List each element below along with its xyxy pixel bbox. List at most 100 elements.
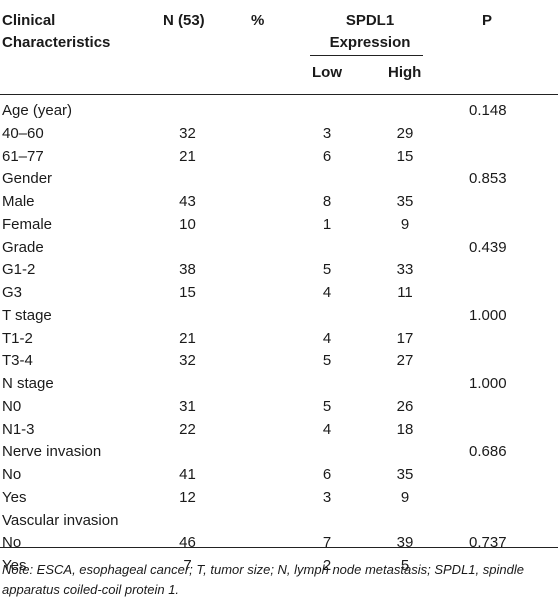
row-p-value: 1.000: [469, 375, 507, 392]
table-row: N0 31 5 26: [0, 396, 558, 419]
row-characteristic: No: [2, 534, 22, 552]
row-high: 11: [397, 284, 413, 301]
table-row: G3 15 4 11: [0, 282, 558, 305]
row-low: 4: [322, 329, 332, 347]
table-row: Nerve invasion 0.686: [0, 441, 558, 464]
table-row: Male 43 8 35: [0, 191, 558, 214]
row-p-value: 0.737: [469, 534, 507, 552]
row-low: 4: [322, 284, 332, 301]
row-characteristic: Grade: [2, 238, 44, 256]
row-low: 4: [322, 420, 332, 438]
row-n: 32: [179, 124, 196, 142]
row-characteristic: T stage: [2, 306, 52, 324]
row-p-value: 0.439: [469, 238, 507, 256]
row-n: 21: [179, 329, 196, 347]
row-low: 2: [322, 557, 332, 574]
row-high: 39: [396, 534, 414, 552]
row-characteristic: N0: [2, 397, 22, 415]
row-characteristic: N stage: [2, 375, 54, 392]
row-characteristic: Age (year): [2, 102, 73, 119]
row-low: 6: [322, 147, 332, 165]
header-clinical-line2: Characteristics: [2, 34, 111, 51]
row-n: 21: [179, 147, 196, 165]
row-low: 8: [322, 193, 332, 210]
row-n: 12: [179, 488, 196, 506]
row-high: 18: [396, 420, 414, 438]
row-low: 3: [322, 124, 332, 142]
row-characteristic: 61–77: [2, 147, 44, 165]
row-characteristic: G1-2: [2, 261, 36, 279]
table-row: N stage 1.000: [0, 373, 558, 396]
row-characteristic: 40–60: [2, 124, 44, 142]
row-low: 5: [322, 397, 332, 415]
table-row: No 41 6 35: [0, 464, 558, 487]
row-n: 46: [179, 534, 196, 552]
row-p-value: 0.686: [469, 443, 507, 461]
row-high: 5: [400, 557, 410, 574]
row-p-value: 0.148: [469, 102, 507, 119]
table-row: Age (year) 0.148: [0, 100, 558, 123]
row-characteristic: No: [2, 466, 22, 483]
row-high: 26: [396, 397, 414, 415]
table-note: Note: ESCA, esophageal cancer; T, tumor …: [2, 562, 524, 597]
row-n: 43: [179, 193, 196, 210]
row-n: 7: [183, 557, 192, 574]
table-row: N1-3 22 4 18: [0, 419, 558, 442]
row-characteristic: T1-2: [2, 329, 33, 347]
row-characteristic: Nerve invasion: [2, 443, 102, 461]
row-n: 15: [179, 284, 196, 301]
table-bottom-rule: [0, 547, 558, 548]
table-row: Yes 7 2 5: [0, 555, 558, 578]
row-low: 1: [322, 215, 332, 233]
table-row: Yes 12 3 9: [0, 487, 558, 510]
row-characteristic: Yes: [2, 488, 27, 506]
header-clinical-line1: Clinical: [2, 12, 56, 29]
header-spdl1-line1: SPDL1: [345, 12, 395, 29]
table-row: G1-2 38 5 33: [0, 259, 558, 282]
row-characteristic: N1-3: [2, 420, 35, 438]
table-row: Grade 0.439: [0, 237, 558, 260]
row-high: 35: [396, 466, 414, 483]
row-characteristic: Gender: [2, 170, 53, 188]
row-low: 6: [322, 466, 332, 483]
row-high: 17: [396, 329, 414, 347]
row-n: 31: [179, 397, 196, 415]
row-low: 7: [322, 534, 332, 552]
row-high: 29: [396, 124, 414, 142]
table-row: Vascular invasion: [0, 510, 558, 533]
spdl1-subheader-rule: [310, 55, 423, 56]
row-high: 35: [396, 193, 414, 210]
row-high: 15: [396, 147, 414, 165]
header-spdl1-expression: SPDL1 Expression: [315, 10, 425, 54]
row-characteristic: Yes: [2, 557, 27, 574]
header-p: P: [482, 12, 493, 29]
row-n: 38: [179, 261, 196, 279]
header-spdl1-line2: Expression: [329, 34, 411, 51]
row-n: 10: [179, 215, 196, 233]
row-n: 22: [179, 420, 196, 438]
row-characteristic: Male: [2, 193, 35, 210]
row-high: 33: [396, 261, 414, 279]
header-high: High: [388, 64, 422, 81]
row-low: 3: [322, 488, 332, 506]
row-high: 27: [396, 352, 414, 370]
row-characteristic: G3: [2, 284, 23, 301]
row-characteristic: Female: [2, 215, 53, 233]
table-row: No 46 7 39 0.737: [0, 532, 558, 555]
header-n: N (53): [163, 12, 205, 29]
table-row: T stage 1.000: [0, 305, 558, 328]
row-characteristic: Vascular invasion: [2, 511, 119, 529]
row-characteristic: T3-4: [2, 352, 33, 370]
row-high: 9: [400, 488, 410, 506]
table-row: Female 10 1 9: [0, 214, 558, 237]
row-low: 5: [322, 261, 332, 279]
table-row: 40–60 32 3 29: [0, 123, 558, 146]
header-bottom-rule: [0, 94, 558, 95]
row-low: 5: [322, 352, 332, 370]
header-clinical-characteristics: Clinical Characteristics: [2, 10, 162, 54]
row-high: 9: [400, 215, 410, 233]
row-n: 41: [179, 466, 196, 483]
row-n: 32: [179, 352, 196, 370]
table-row: T3-4 32 5 27: [0, 350, 558, 373]
